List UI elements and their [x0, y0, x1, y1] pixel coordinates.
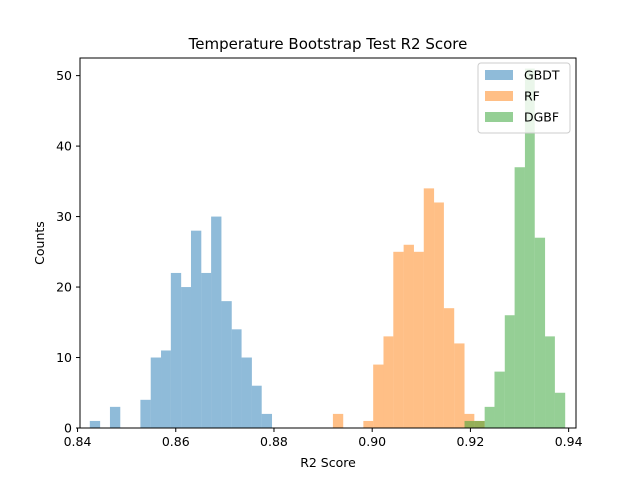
x-tick-label: 0.94 — [555, 434, 583, 449]
bar-gbdt-1 — [109, 406, 121, 428]
bar-dgbf-7 — [534, 237, 546, 428]
bar-dgbf-8 — [545, 336, 555, 428]
y-tick-label: 0 — [64, 421, 72, 436]
chart-title: Temperature Bootstrap Test R2 Score — [188, 35, 468, 53]
bar-rf-3 — [383, 336, 394, 428]
legend-swatch-dgbf — [485, 112, 513, 122]
bar-gbdt-3 — [150, 357, 162, 428]
bar-rf-4 — [393, 251, 404, 428]
bar-gbdt-5 — [170, 272, 182, 428]
legend-label-dgbf: DGBF — [524, 110, 559, 125]
y-tick-label: 30 — [56, 209, 72, 224]
bar-gbdt-13 — [251, 385, 262, 428]
axes-frame — [79, 57, 577, 429]
y-axis-ticks: 0 10 20 30 40 50 — [56, 68, 80, 436]
x-tick-label: 0.92 — [456, 434, 484, 449]
legend: GBDT RF DGBF — [477, 62, 571, 134]
legend-label-rf: RF — [524, 89, 540, 104]
legend-swatch-gbdt — [485, 70, 513, 80]
bar-dgbf-6 — [524, 68, 535, 428]
x-tick-label: 0.88 — [260, 434, 288, 449]
bar-dgbf-3 — [494, 371, 505, 428]
bar-gbdt-0 — [89, 420, 101, 428]
bar-gbdt-14 — [261, 413, 273, 428]
y-tick-label: 20 — [56, 280, 72, 295]
bar-rf-9 — [443, 308, 455, 428]
bar-gbdt-6 — [181, 287, 191, 428]
x-axis-ticks: 0.84 0.86 0.88 0.90 0.92 0.94 — [64, 428, 583, 449]
x-tick-label: 0.84 — [64, 434, 92, 449]
y-tick-label: 10 — [56, 350, 72, 365]
bar-gbdt-2 — [140, 399, 151, 428]
bar-gbdt-8 — [201, 272, 212, 428]
bar-dgbf-1 — [474, 420, 485, 428]
bar-rf-7 — [423, 188, 435, 428]
bar-rf-1 — [363, 420, 374, 428]
bar-rf-0 — [332, 413, 344, 428]
bar-rf-6 — [413, 251, 424, 428]
bar-gbdt-11 — [231, 329, 242, 428]
bar-dgbf-0 — [464, 420, 475, 428]
legend-swatch-rf — [485, 91, 513, 101]
legend-label-gbdt: GBDT — [524, 68, 560, 83]
bar-gbdt-7 — [190, 230, 202, 428]
y-tick-label: 50 — [56, 68, 72, 83]
bar-gbdt-4 — [161, 350, 171, 428]
bar-rf-2 — [373, 364, 384, 428]
bar-dgbf-2 — [484, 406, 495, 428]
bar-gbdt-9 — [211, 216, 222, 428]
bar-rf-10 — [454, 343, 465, 428]
x-tick-label: 0.90 — [358, 434, 386, 449]
y-axis-label: Counts — [32, 221, 47, 265]
bar-dgbf-4 — [504, 315, 515, 428]
bar-dgbf-9 — [554, 392, 566, 428]
bars-layer — [89, 68, 566, 429]
y-tick-label: 40 — [56, 139, 72, 154]
x-tick-label: 0.86 — [162, 434, 190, 449]
bar-dgbf-5 — [514, 167, 525, 429]
bar-gbdt-10 — [221, 301, 232, 428]
bar-rf-5 — [403, 244, 414, 428]
bar-gbdt-12 — [241, 357, 252, 428]
bar-rf-8 — [434, 202, 444, 428]
x-axis-label: R2 Score — [300, 455, 356, 470]
